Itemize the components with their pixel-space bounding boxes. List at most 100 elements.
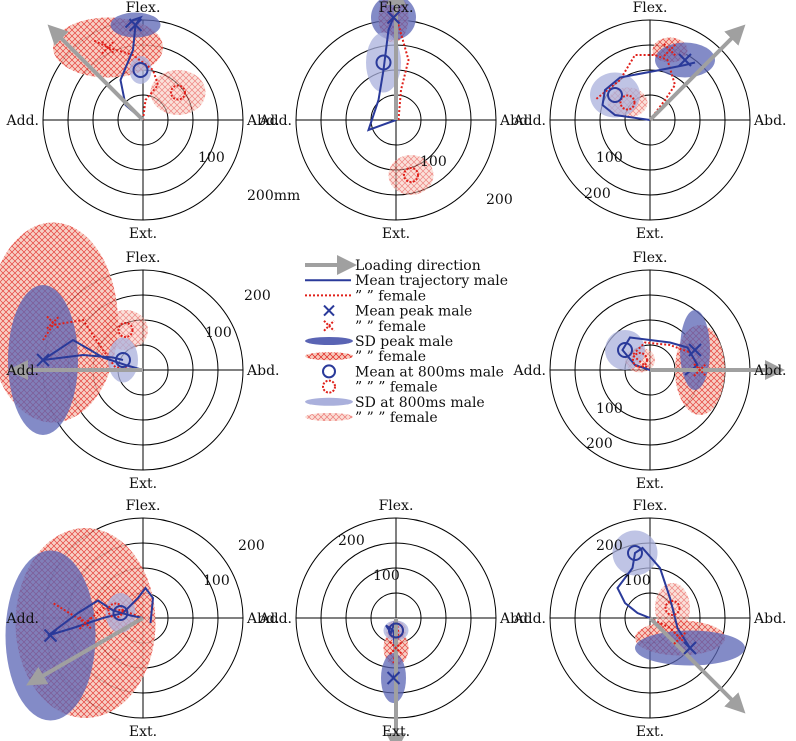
mean-800-female [619,94,636,111]
mean-peak-male [688,343,702,357]
legend-item-traj_male: Mean trajectory male [305,273,508,289]
label-abd: Abd. [246,363,279,379]
mean-800-male [617,342,633,358]
mean-800-male [115,352,131,368]
legend-item-sdpeak_female: ” ” female [305,349,426,365]
mean-peak-female-stroke-b [663,43,677,57]
mean-peak-male [386,10,401,25]
mean-peak-male-stroke-b [386,10,401,25]
legend-swatch-sd800-female [305,413,353,421]
label-ext: Ext. [382,724,410,740]
label-ext: Ext. [129,724,157,740]
sd-800-female [150,70,206,115]
mean-peak-male [678,53,692,67]
sd-800-female [103,310,148,350]
mean-peak-male [683,641,697,655]
mean-800-female [403,167,419,183]
label-add: Add. [6,113,39,129]
mean-peak-male [36,353,50,367]
ring-label: 100 [203,573,230,589]
sd-800-female [388,155,434,195]
loading-direction-arrow [26,616,145,686]
trajectory-male [621,336,699,376]
legend-swatch-cross-b [323,304,335,317]
mean-peak-male-stroke-b [128,18,143,32]
trajectory-male [366,17,397,132]
legend-item-sdpeak_male: SD peak male [305,334,453,350]
mean-800-female [170,84,186,101]
mean-800-male [132,62,149,78]
legend-label-traj_male: Mean trajectory male [355,273,508,289]
sd-800-male [590,72,640,118]
ring-label: 200 [338,533,365,549]
loading-direction-arrow [648,24,746,122]
label-add: Add. [259,113,292,129]
polar-plot-top-center: Flex. Ext. Add. Abd. 100 200 [259,0,532,242]
label-abd: Abd. [246,611,279,627]
sd-800-male [129,56,152,84]
label-add: Add. [259,611,292,627]
label-ext: Ext. [636,226,664,242]
label-add: Add. [6,611,39,627]
mean-peak-female [101,40,115,55]
label-add: Add. [513,113,546,129]
label-flex: Flex. [126,250,161,266]
mean-800-male [627,545,643,561]
label-abd: Abd. [499,113,532,129]
label-add: Add. [513,611,546,627]
mean-peak-female [78,616,93,630]
ring-label: 100 [205,325,232,341]
label-add: Add. [6,363,39,379]
label-ext: Ext. [382,226,410,242]
mean-peak-male-stroke-b [683,641,697,655]
ring-label: 200 [238,538,265,554]
legend-label-m800_male: Mean at 800ms male [355,364,504,380]
ring-label: 200 [596,538,623,554]
sd-800-male [605,330,645,370]
legend-item-sd800_female: ” ” ” female [305,410,438,426]
mean-peak-female-stroke-b [46,315,60,330]
legend-swatch-sdpeak-male [305,337,353,345]
ring-label: 100 [198,150,225,166]
mean-peak-female-stroke-b [673,631,687,645]
ring-label: 200mm [247,188,300,204]
mean-peak-male [386,671,401,685]
ring-label: 100 [373,568,400,584]
polar-plot-middle-right: Flex. Ext. Add. Abd. 100 200 [513,250,787,492]
legend-label-peak_female: ” ” female [355,319,426,335]
label-flex: Flex. [126,498,161,514]
ring-label: 100 [596,150,623,166]
legend-item-sd800_male: SD at 800ms male [305,395,485,411]
ring-label: 100 [596,401,623,417]
mean-peak-female-stroke-b [693,363,707,377]
label-flex: Flex. [379,0,414,16]
mean-peak-female-stroke-b [101,40,115,55]
mean-peak-male [128,18,143,32]
label-flex: Flex. [633,0,668,16]
label-abd: Abd. [499,611,532,627]
polar-plot-bottom-left: Flex. Ext. Add. Abd. 100 200 [5,498,279,740]
trajectory-male [616,546,691,649]
legend-item-peak_male: Mean peak male [323,304,472,320]
legend-swatch-m800-male [322,364,336,379]
legend-label-peak_male: Mean peak male [355,304,472,320]
mean-800-male [112,605,129,621]
trajectory-male [601,61,696,121]
legend-swatch-sd800-male [305,397,353,406]
polar-plot-top-right: Flex. Ext. Add. Abd. 100 200 [513,0,787,242]
mean-peak-male-stroke-b [36,353,50,367]
polar-plot-bottom-center: Flex. Ext. Add. Abd. 200 100 [259,498,532,741]
legend-label-traj_female: ” ” female [355,288,426,304]
legend-label-sd800_male: SD at 800ms male [355,395,485,411]
legend-item-loading: Loading direction [305,255,481,275]
legend-item-m800_male: Mean at 800ms male [322,364,504,380]
mean-peak-male [43,628,58,643]
ring-label: 200 [486,192,513,208]
legend-label-sd800_female: ” ” ” female [355,410,438,426]
mean-peak-male-stroke-b [688,343,702,357]
legend-label-sdpeak_male: SD peak male [355,334,453,350]
mean-peak-male-stroke-b [386,671,401,685]
